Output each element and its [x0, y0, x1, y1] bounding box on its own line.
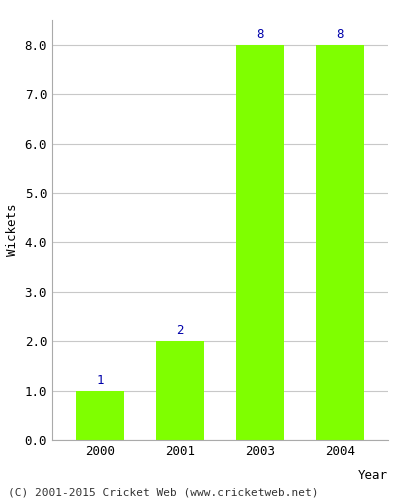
- Text: 8: 8: [256, 28, 264, 41]
- Text: 8: 8: [336, 28, 344, 41]
- Text: (C) 2001-2015 Cricket Web (www.cricketweb.net): (C) 2001-2015 Cricket Web (www.cricketwe…: [8, 488, 318, 498]
- Bar: [236, 44, 284, 440]
- Text: 2: 2: [176, 324, 184, 337]
- Bar: [156, 341, 204, 440]
- Bar: [316, 44, 364, 440]
- Y-axis label: Wickets: Wickets: [6, 204, 19, 256]
- Text: Year: Year: [358, 470, 388, 482]
- Bar: [76, 390, 124, 440]
- Text: 1: 1: [96, 374, 104, 386]
